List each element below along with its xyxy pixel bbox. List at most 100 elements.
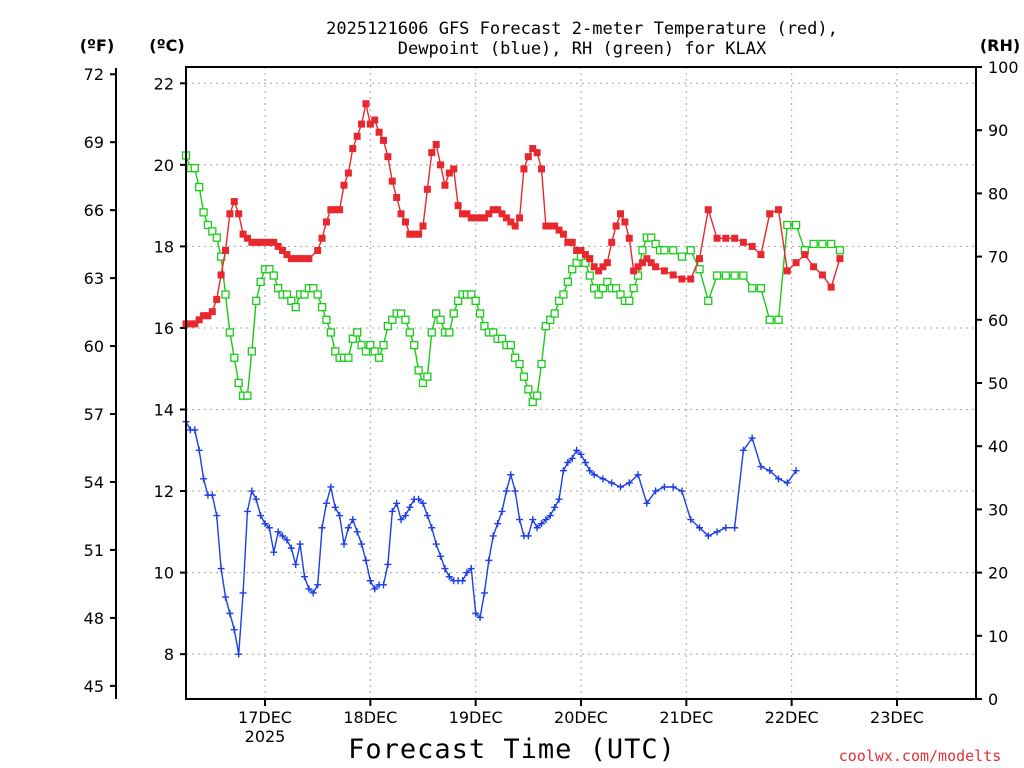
dewpoint-point [415,495,423,503]
rh-point [370,347,379,356]
dewpoint-point [489,532,497,540]
credit-text[interactable]: coolwx.com/modelts [839,747,1002,765]
dewpoint-point [314,581,322,589]
rh-point [546,315,555,324]
rh-point [453,296,463,305]
2-meter-temperature-point [279,246,287,254]
2-meter-temperature-point [783,267,791,275]
2-meter-temperature-point [713,234,721,242]
2-meter-temperature-point [590,263,598,271]
2-meter-temperature-point [652,263,660,271]
dewpoint-point [652,487,660,495]
dewpoint-point [538,520,545,528]
2-meter-temperature-point [274,242,282,250]
rh-point [489,328,498,337]
dewpoint-point [581,459,589,467]
2-meter-temperature-point [621,218,629,226]
dewpoint-point [265,524,273,532]
dewpoint-point [432,540,440,548]
x-tick-sublabel: 2025 [245,727,286,746]
2-meter-temperature-point [243,234,251,242]
2-meter-temperature-point [586,255,594,263]
dewpoint-point [634,471,642,479]
rh-point [414,366,423,375]
f-tick-label: 72 [84,65,104,84]
dewpoint-point [494,520,502,528]
rh-point [247,347,256,356]
dewpoint-point [577,450,585,458]
2-meter-temperature-point [818,271,826,279]
rh-point [401,315,410,324]
2-meter-temperature-point [257,238,265,246]
rh-point [572,258,581,268]
f-tick-label: 45 [84,677,104,696]
dewpoint-point [287,544,295,552]
rh-point [243,391,252,400]
rh-point [506,340,515,350]
dewpoint-point [406,503,414,511]
2-meter-temperature-point [766,210,774,218]
rh-point [660,246,669,255]
rh-point [515,359,524,369]
2-meter-temperature-point [669,271,677,279]
rh-point [313,290,322,299]
dewpoint-point [546,512,554,520]
dewpoint-point [327,483,335,491]
rh-point [445,328,454,337]
dewpoint-point [371,585,379,593]
rh-point [208,227,217,236]
2-meter-temperature-point [366,120,374,128]
rh-point [603,277,612,287]
rh-point [405,328,414,337]
2-meter-temperature-point [305,255,313,263]
rh-point [704,296,713,305]
rh-point [374,353,384,362]
2-meter-temperature-point [748,242,756,250]
2-meter-temperature-point [327,206,335,214]
dewpoint-series [182,418,800,658]
dewpoint-point [696,524,703,532]
2-meter-temperature-point [538,165,545,173]
dewpoint-point [340,540,348,548]
rh-point [611,284,621,293]
2-meter-temperature-point [524,153,532,161]
dewpoint-point [401,512,409,520]
rh-point [396,309,406,318]
dewpoint-point [283,536,291,544]
2-meter-temperature-point [459,210,466,218]
rh-point [475,309,485,318]
2-meter-temperature-point [217,271,225,279]
dewpoint-point [230,626,238,634]
dewpoint-point [792,467,800,475]
rh-point [581,258,590,268]
dewpoint-point [559,467,567,475]
2-meter-temperature-point [248,238,256,246]
rh-point [528,397,537,407]
dewpoint-point [380,581,387,589]
rh-point [195,182,204,192]
dewpoint-point [200,475,208,483]
dewpoint-point [419,499,427,507]
2-meter-temperature-point [186,320,194,328]
x-tick-label: 19DEC [449,708,503,727]
2-meter-temperature-point [397,210,405,218]
f-tick-label: 57 [84,405,104,424]
2-meter-temperature-point [287,255,295,263]
2-meter-temperature-point [445,169,453,177]
rh-point [594,290,603,299]
rh-tick-label: 50 [988,374,1008,393]
2-meter-temperature-point [739,238,747,246]
dewpoint-point [393,499,401,507]
2-meter-temperature-point [292,255,300,263]
c-tick-label: 10 [154,564,174,583]
dewpoint-point [437,552,445,560]
2-meter-temperature-point [380,136,387,144]
dewpoint-point [516,516,524,524]
dewpoint-point [586,467,594,475]
dewpoint-point [358,540,366,548]
f-tick-label: 54 [84,473,104,492]
dewpoint-point [274,528,282,536]
series-layer [181,100,845,658]
2-meter-temperature-point [204,312,212,320]
dewpoint-point [353,528,361,536]
